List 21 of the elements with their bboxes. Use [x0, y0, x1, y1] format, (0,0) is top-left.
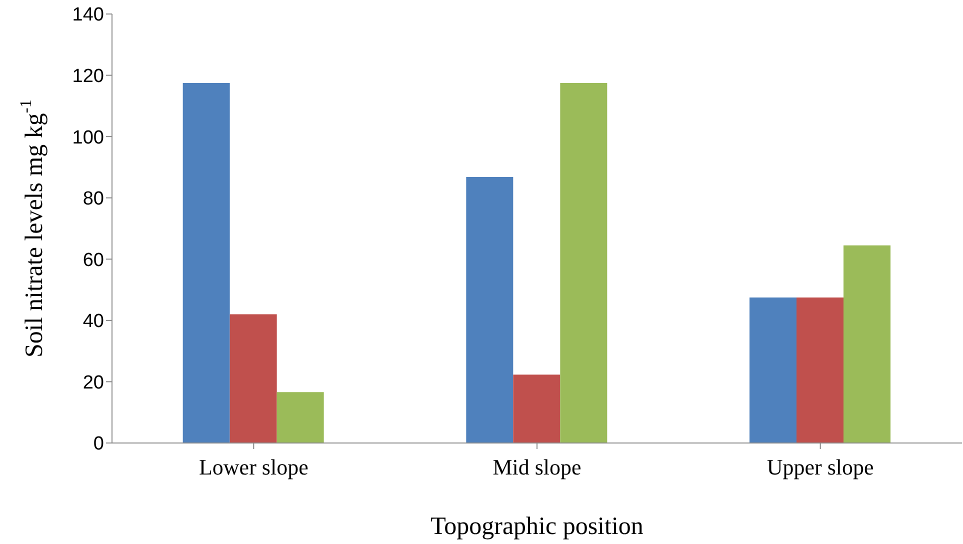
y-tick-label: 120: [72, 66, 104, 88]
bar: [276, 392, 324, 443]
y-tick-label: 60: [82, 250, 104, 271]
y-tick-label: 20: [82, 372, 104, 394]
x-tick-label: Mid slope: [492, 454, 582, 480]
bar: [182, 82, 230, 443]
x-tick-label: Lower slope: [198, 454, 308, 480]
bar: [466, 177, 514, 443]
bar: [796, 297, 844, 443]
bar: [750, 297, 796, 443]
bar: [230, 314, 277, 443]
bar: [844, 245, 890, 443]
y-tick-label: 80: [82, 188, 104, 210]
y-tick-label: 100: [72, 127, 104, 148]
y-tick-label: 140: [72, 4, 104, 26]
x-tick-label: Upper slope: [766, 454, 874, 480]
bar: [560, 82, 608, 443]
y-tick-label: 40: [82, 311, 104, 332]
y-tick-label: 0: [93, 434, 104, 455]
x-axis-title: Topographic position: [430, 512, 644, 540]
bar: [513, 374, 560, 443]
